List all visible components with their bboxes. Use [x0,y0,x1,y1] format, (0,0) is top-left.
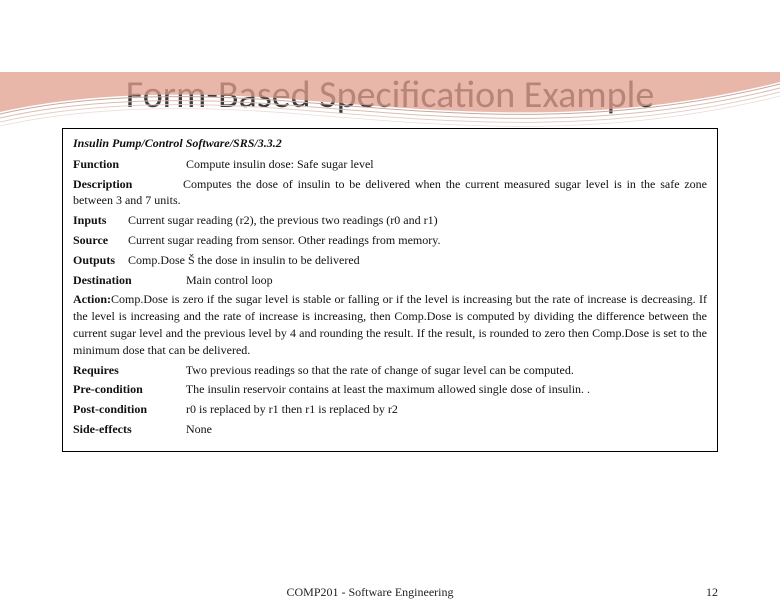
spec-value: Comp.Dose Š the dose in insulin to be de… [128,253,360,267]
specification-box: Insulin Pump/Control Software/SRS/3.3.2 … [62,128,718,452]
spec-value: Comp.Dose is zero if the sugar level is … [73,292,707,356]
spec-label: Side-effects [73,421,183,438]
spec-row: Action: Comp.Dose is zero if the sugar l… [73,291,707,358]
spec-row: Outputs Comp.Dose Š the dose in insulin … [73,252,707,269]
spec-label: Function [73,156,183,173]
footer-course: COMP201 - Software Engineering [62,585,678,600]
spec-value: Current sugar reading from sensor. Other… [128,233,440,247]
footer-page-number: 12 [678,585,718,600]
spec-label: Outputs [73,252,125,269]
spec-label: Destination [73,272,183,289]
spec-row: Pre-condition The insulin reservoir cont… [73,381,707,398]
slide-footer: COMP201 - Software Engineering 12 [0,585,780,600]
spec-label: Pre-condition [73,381,183,398]
slide-title: Form-Based Specification Example [0,72,780,118]
spec-header: Insulin Pump/Control Software/SRS/3.3.2 [73,135,707,152]
spec-label: Action: [73,291,111,308]
spec-row: Function Compute insulin dose: Safe suga… [73,156,707,173]
spec-value: Main control loop [186,273,273,287]
spec-label: Inputs [73,212,125,229]
spec-label: Source [73,232,125,249]
spec-label: Description [73,176,183,193]
spec-row: Source Current sugar reading from sensor… [73,232,707,249]
spec-label: Requires [73,362,183,379]
spec-value: Two previous readings so that the rate o… [186,363,574,377]
spec-row: Destination Main control loop [73,272,707,289]
spec-row: Requires Two previous readings so that t… [73,362,707,379]
spec-value: None [186,422,212,436]
spec-value: Current sugar reading (r2), the previous… [128,213,438,227]
spec-row: Side-effects None [73,421,707,438]
spec-value: The insulin reservoir contains at least … [186,382,590,396]
spec-value: Compute insulin dose: Safe sugar level [186,157,374,171]
spec-label: Post-condition [73,401,183,418]
spec-row: Inputs Current sugar reading (r2), the p… [73,212,707,229]
spec-row: Post-condition r0 is replaced by r1 then… [73,401,707,418]
spec-value: r0 is replaced by r1 then r1 is replaced… [186,402,398,416]
spec-row: DescriptionComputes the dose of insulin … [73,176,707,210]
